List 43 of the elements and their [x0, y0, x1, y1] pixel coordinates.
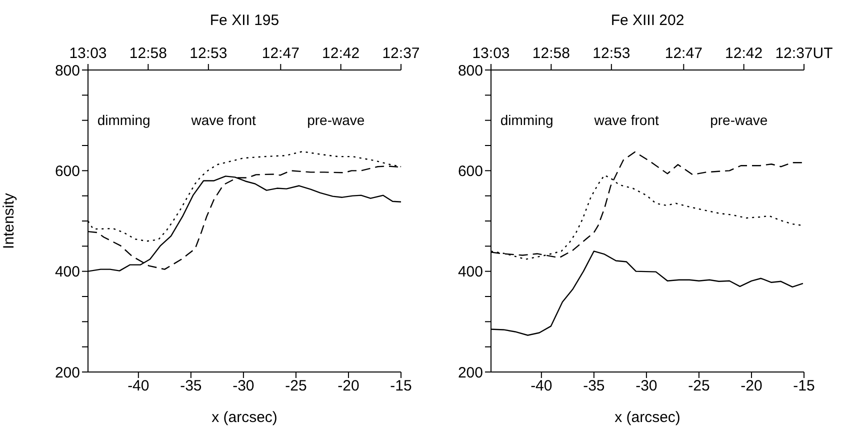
x-tick-label: -15	[390, 378, 412, 395]
chart-title: Fe XII 195	[208, 12, 280, 29]
annotation: wave front	[594, 112, 659, 128]
y-tick-label: 400	[54, 264, 80, 281]
y-tick-label: 200	[458, 364, 483, 382]
x2-tick-label: 12:58	[129, 45, 167, 62]
x2-tick-label: 13:03	[472, 45, 510, 62]
chart-title: Fe XIII 202	[610, 12, 686, 29]
annotation: pre-wave	[710, 112, 768, 128]
x-tick-label: -30	[636, 378, 658, 395]
x2-tick-label: 12:47	[262, 45, 300, 62]
y-tick-label: 400	[458, 264, 483, 281]
y-tick-label: 600	[54, 162, 80, 180]
x-tick-label: -40	[530, 378, 552, 395]
x-tick-label: -25	[688, 378, 710, 395]
x-tick-label: -30	[232, 378, 254, 395]
x2-tick-label: 12:37	[382, 45, 420, 62]
x-tick-label: -25	[285, 378, 307, 395]
x-axis-title: x (arcsec)	[614, 409, 680, 426]
x2-tick-label: 12:37UT	[775, 45, 833, 62]
x2-tick-label: 12:47	[664, 45, 702, 62]
y-tick-label: 200	[54, 364, 80, 382]
x2-tick-label: 12:53	[190, 45, 228, 62]
x-axis-title: x (arcsec)	[212, 409, 278, 426]
x-tick-label: -35	[583, 378, 605, 395]
annotation: dimming	[97, 112, 150, 128]
x2-tick-label: 12:53	[592, 45, 630, 62]
y-tick-label: 800	[54, 62, 80, 80]
y-axis-title: Intensity	[0, 192, 18, 249]
x2-tick-label: 12:58	[532, 45, 570, 62]
x-tick-label: -35	[180, 378, 202, 395]
annotation: dimming	[500, 112, 554, 128]
x-tick-label: -20	[338, 378, 360, 395]
annotation: pre-wave	[307, 112, 365, 128]
y-tick-label: 800	[458, 62, 483, 80]
x2-tick-label: 13:03	[69, 45, 107, 62]
annotation: wave front	[191, 112, 256, 128]
x-tick-label: -20	[740, 378, 762, 395]
y-tick-label: 600	[458, 162, 483, 180]
x2-tick-label: 12:42	[725, 45, 763, 62]
x-tick-label: -15	[793, 378, 815, 395]
x-tick-label: -40	[128, 378, 150, 395]
x2-tick-label: 12:42	[322, 45, 360, 62]
